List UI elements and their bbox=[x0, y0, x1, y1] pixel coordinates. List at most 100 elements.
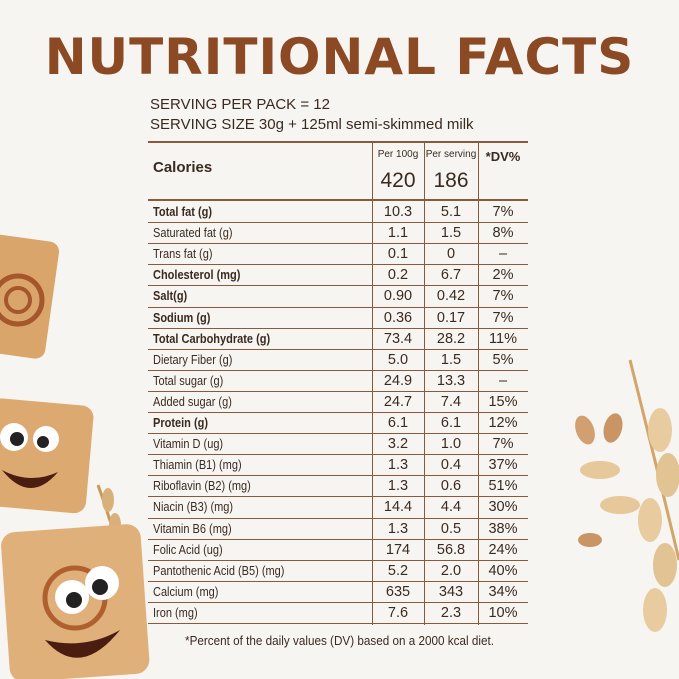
calories-value: 420 bbox=[380, 169, 416, 192]
column-divider bbox=[478, 143, 479, 625]
nutrient-value: 0.42 bbox=[436, 288, 466, 305]
wheat-right bbox=[575, 359, 679, 632]
calories-label: Calories bbox=[153, 159, 213, 176]
nutrient-value: 3.2 bbox=[387, 436, 409, 453]
nutrient-value: 4.4 bbox=[440, 499, 462, 516]
nutrient-value: 2.0 bbox=[440, 562, 462, 579]
row-divider bbox=[148, 496, 528, 498]
nutrient-value: 0 bbox=[446, 246, 456, 263]
nutrient-value: 635 bbox=[385, 583, 411, 600]
nutrient-value: 5.0 bbox=[387, 351, 409, 368]
nutrient-name: Niacin (B3) (mg) bbox=[153, 500, 234, 515]
nutrient-value: 12% bbox=[488, 415, 518, 431]
nutrient-value: – bbox=[498, 246, 508, 263]
nutrient-value: 37% bbox=[488, 457, 518, 474]
column-header: Per 100g bbox=[377, 149, 419, 160]
nutrient-value: 0.5 bbox=[440, 520, 462, 537]
nutrient-name: Saturated fat (g) bbox=[153, 226, 233, 241]
nutrient-value: 15% bbox=[488, 393, 518, 410]
row-divider bbox=[148, 559, 528, 561]
nutrient-value: – bbox=[498, 372, 508, 389]
nutrient-value: 0.1 bbox=[387, 246, 409, 263]
nutrient-value: 0.17 bbox=[436, 309, 466, 326]
nutrient-value: 5% bbox=[492, 351, 514, 368]
nutrient-value: 38% bbox=[488, 520, 518, 537]
nutrient-name: Vitamin B6 (mg) bbox=[153, 521, 232, 536]
nutrient-name: Pantothenic Acid (B5) (mg) bbox=[153, 563, 285, 578]
nutrient-value: 6.1 bbox=[387, 415, 409, 431]
footnote: *Percent of the daily values (DV) based … bbox=[185, 633, 494, 648]
column-header: *DV% bbox=[485, 149, 521, 164]
nutrient-value: 0.4 bbox=[440, 457, 462, 474]
row-divider bbox=[148, 306, 528, 308]
nutrient-name: Vitamin D (ug) bbox=[153, 437, 224, 452]
row-divider bbox=[148, 538, 528, 540]
nutrient-value: 7.6 bbox=[387, 604, 409, 621]
nutrient-name: Total Carbohydrate (g) bbox=[153, 331, 271, 346]
row-divider bbox=[148, 517, 528, 519]
nutrient-value: 56.8 bbox=[436, 541, 466, 558]
row-divider bbox=[148, 601, 528, 603]
row-divider bbox=[148, 222, 528, 224]
nutrient-name: Sodium (g) bbox=[153, 310, 211, 325]
nutrient-value: 1.0 bbox=[440, 436, 462, 453]
serving-per-pack: SERVING PER PACK = 12 bbox=[150, 96, 330, 113]
row-divider bbox=[148, 327, 528, 329]
title: NUTRITIONAL FACTS bbox=[44, 28, 635, 86]
nutrient-value: 51% bbox=[488, 478, 518, 495]
row-divider bbox=[148, 348, 528, 350]
nutrient-value: 0.2 bbox=[387, 267, 409, 284]
nutrient-name: Trans fat (g) bbox=[153, 247, 213, 262]
nutrient-value: 40% bbox=[488, 562, 518, 579]
nutrient-value: 0.36 bbox=[383, 309, 413, 326]
calories-value: 186 bbox=[433, 169, 469, 192]
nutrient-value: 5.1 bbox=[440, 204, 462, 220]
serving-size: SERVING SIZE 30g + 125ml semi-skimmed mi… bbox=[150, 116, 474, 133]
nutrient-name: Added sugar (g) bbox=[153, 394, 232, 409]
row-divider bbox=[148, 243, 528, 245]
nutrient-name: Folic Acid (ug) bbox=[153, 542, 223, 557]
nutrient-value: 24% bbox=[488, 541, 518, 558]
nutrient-value: 6.1 bbox=[440, 415, 462, 431]
nutrition-table: Calories Per 100g Per serving *DV% 420 186 Tot… bbox=[148, 141, 528, 625]
nutrient-value: 13.3 bbox=[436, 372, 466, 389]
nutrient-value: 28.2 bbox=[436, 330, 466, 347]
nutrient-value: 1.1 bbox=[387, 225, 409, 242]
nutrient-value: 1.5 bbox=[440, 351, 462, 368]
nutrient-value: 5.2 bbox=[387, 562, 409, 579]
nutrient-name: Total fat (g) bbox=[153, 205, 213, 219]
nutrient-value: 10% bbox=[488, 604, 518, 621]
row-divider bbox=[148, 580, 528, 582]
cereal-face-2 bbox=[1, 524, 150, 679]
header-divider bbox=[148, 199, 528, 201]
nutrient-value: 8% bbox=[492, 225, 514, 242]
row-divider bbox=[148, 433, 528, 435]
row-divider bbox=[148, 412, 528, 413]
row-divider bbox=[148, 475, 528, 477]
nutrient-value: 14.4 bbox=[383, 499, 413, 516]
nutrient-name: Iron (mg) bbox=[153, 605, 198, 620]
cereal-piece bbox=[0, 234, 60, 359]
nutrient-name: Calcium (mg) bbox=[153, 584, 219, 599]
nutrient-value: 7% bbox=[492, 309, 514, 326]
nutrient-name: Riboflavin (B2) (mg) bbox=[153, 479, 251, 494]
nutrient-value: 343 bbox=[438, 583, 464, 600]
nutrient-name: Salt(g) bbox=[153, 289, 188, 304]
cereal-face bbox=[0, 398, 94, 514]
nutrient-value: 1.3 bbox=[387, 478, 409, 495]
nutrient-value: 174 bbox=[385, 541, 411, 558]
nutrient-value: 24.9 bbox=[383, 372, 413, 389]
row-divider bbox=[148, 264, 528, 266]
nutrient-value: 2% bbox=[492, 267, 514, 284]
nutrient-value: 2.3 bbox=[440, 604, 462, 621]
column-header: Per serving bbox=[425, 149, 477, 160]
nutrient-name: Dietary Fiber (g) bbox=[153, 352, 233, 367]
nutrient-value: 73.4 bbox=[383, 330, 413, 347]
column-divider bbox=[424, 143, 425, 625]
nutrient-value: 7% bbox=[492, 436, 514, 453]
nutrient-value: 30% bbox=[488, 499, 518, 516]
nutrient-value: 11% bbox=[489, 330, 517, 347]
nutrient-name: Total sugar (g) bbox=[153, 373, 224, 388]
column-divider bbox=[372, 143, 373, 625]
